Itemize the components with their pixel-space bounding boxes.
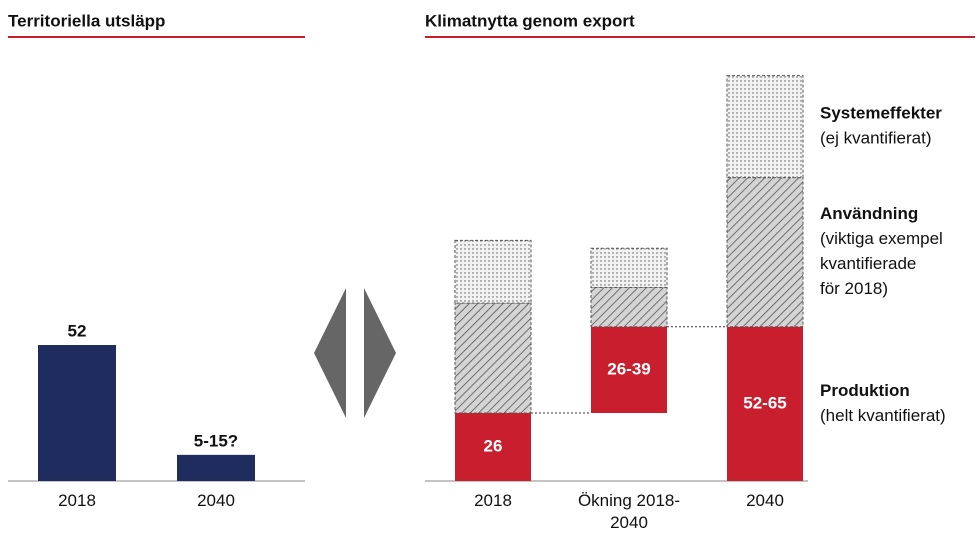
bar-segment [727, 326, 803, 481]
legend-description: för 2018) [820, 279, 888, 298]
legend-name: Systemeffekter [820, 104, 942, 123]
value-label: 26-39 [607, 359, 650, 378]
legend-name: Produktion [820, 381, 910, 400]
bar [38, 345, 116, 481]
bar-segment [726, 177, 804, 328]
bar-segment [591, 326, 667, 414]
legend-description: (viktiga exempel [820, 229, 943, 248]
legend-name: Användning [820, 204, 918, 223]
bar-segment [726, 75, 804, 179]
value-label: 26 [484, 436, 503, 455]
x-tick-label: Ökning 2018-2040 [577, 491, 681, 532]
value-label: 52-65 [743, 393, 786, 412]
bar-segment [590, 247, 668, 288]
legend-description: (helt kvantifierat) [820, 406, 946, 425]
x-tick-label: 2018 [58, 491, 96, 510]
chart-title: Klimatnytta genom export [425, 11, 635, 30]
value-label: 5-15? [194, 431, 238, 450]
x-tick-label: 2040 [746, 491, 784, 510]
bar-segment [455, 413, 531, 481]
divider-arrow [314, 288, 346, 418]
value-label: 52 [68, 322, 87, 341]
bar-segment [454, 239, 532, 304]
bar-segment [590, 286, 668, 328]
legend-description: (ej kvantifierat) [820, 129, 931, 148]
chart-title: Territoriella utsläpp [8, 11, 165, 30]
legend-description: kvantifierade [820, 254, 916, 273]
bar [177, 454, 255, 481]
x-tick-label: 2040 [197, 491, 235, 510]
bar-segment [454, 302, 532, 414]
divider-arrow [364, 288, 396, 418]
x-tick-label: 2018 [474, 491, 512, 510]
